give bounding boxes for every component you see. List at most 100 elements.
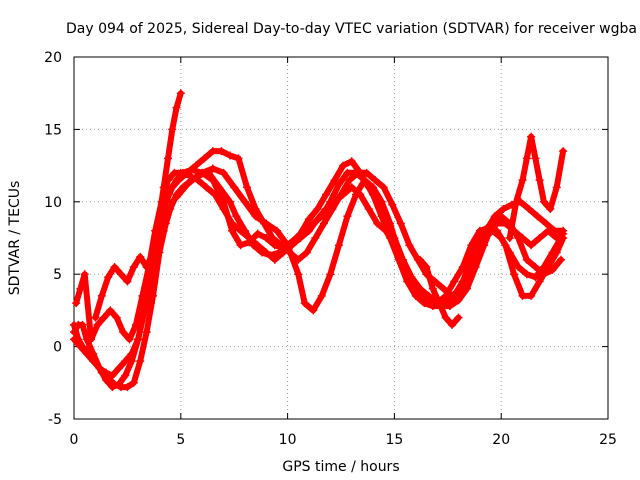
data-point-plus-marker xyxy=(277,241,286,250)
data-point-plus-marker xyxy=(142,328,151,337)
data-point-plus-marker xyxy=(108,383,117,392)
data-point-plus-marker xyxy=(262,248,271,257)
data-point-plus-marker xyxy=(522,154,531,163)
data-point-plus-marker xyxy=(110,262,119,271)
data-point-plus-marker xyxy=(544,262,553,271)
data-point-plus-marker xyxy=(354,168,363,177)
data-point-plus-marker xyxy=(87,335,96,344)
data-point-plus-marker xyxy=(217,147,226,156)
data-point-plus-marker xyxy=(512,197,521,206)
data-point-plus-marker xyxy=(228,226,237,235)
x-tick-label: 10 xyxy=(279,432,297,448)
plot-frame xyxy=(73,56,609,420)
data-point-plus-marker xyxy=(343,168,352,177)
data-point-plus-marker xyxy=(151,255,160,264)
data-point-plus-marker xyxy=(127,357,136,366)
y-tick-label: 0 xyxy=(53,340,62,356)
data-point-plus-marker xyxy=(416,284,425,293)
data-point-plus-marker xyxy=(253,229,262,238)
data-point-plus-marker xyxy=(552,234,561,242)
data-point-plus-marker xyxy=(505,234,514,242)
data-point-plus-marker xyxy=(557,255,566,264)
data-point-plus-marker xyxy=(91,313,100,322)
x-tick-label: 15 xyxy=(385,432,403,448)
data-point-plus-marker xyxy=(542,219,551,228)
data-point-plus-marker xyxy=(93,320,102,329)
x-tick-label: 20 xyxy=(492,432,510,448)
data-point-plus-marker xyxy=(108,371,117,380)
data-point-plus-marker xyxy=(381,212,390,221)
data-point-plus-marker xyxy=(330,176,339,185)
x-tick-label: 25 xyxy=(599,432,617,448)
data-point-plus-marker xyxy=(230,183,239,192)
data-point-plus-marker xyxy=(159,183,168,192)
data-point-plus-marker xyxy=(268,234,277,242)
data-point-plus-marker xyxy=(114,380,123,389)
data-point-plus-marker xyxy=(219,168,228,177)
data-point-plus-marker xyxy=(112,313,121,322)
data-point-plus-marker xyxy=(70,335,78,344)
data-point-plus-marker xyxy=(371,176,380,185)
data-point-plus-marker xyxy=(390,234,399,242)
data-point-plus-marker xyxy=(518,291,527,300)
data-point-plus-marker xyxy=(424,291,433,300)
data-point-plus-marker xyxy=(300,299,309,308)
data-point-plus-marker xyxy=(78,320,87,329)
data-point-plus-marker xyxy=(416,291,425,300)
data-point-plus-marker xyxy=(326,270,335,279)
data-point-plus-marker xyxy=(337,190,345,199)
tick-layer: 0 5 10 15 20 25 -5 0 5 10 15 20 xyxy=(44,50,617,448)
data-point-plus-marker xyxy=(535,176,544,185)
data-point-plus-marker xyxy=(398,255,407,264)
data-point-plus-marker xyxy=(129,262,138,271)
data-point-plus-marker xyxy=(510,270,519,279)
data-point-plus-marker xyxy=(473,248,482,257)
data-point-plus-marker xyxy=(550,226,559,235)
data-point-plus-marker xyxy=(535,277,544,286)
data-point-plus-marker xyxy=(490,212,499,221)
data-point-plus-marker xyxy=(339,161,348,170)
data-point-plus-marker xyxy=(322,190,331,199)
data-point-plus-marker xyxy=(535,234,544,242)
data-point-plus-marker xyxy=(448,320,457,329)
data-point-plus-marker xyxy=(334,241,343,250)
data-point-plus-marker xyxy=(456,284,465,293)
data-point-plus-marker xyxy=(253,241,262,250)
data-point-plus-marker xyxy=(76,284,85,293)
data-point-plus-marker xyxy=(123,383,132,392)
data-point-plus-marker xyxy=(422,262,431,271)
data-point-plus-marker xyxy=(373,197,382,206)
data-point-plus-marker xyxy=(531,154,540,163)
data-point-plus-marker xyxy=(356,190,365,199)
y-tick-label: 20 xyxy=(44,50,62,66)
data-point-plus-marker xyxy=(379,183,388,192)
data-point-plus-marker xyxy=(121,371,130,380)
data-point-plus-marker xyxy=(518,176,527,185)
data-point-plus-marker xyxy=(441,313,450,322)
data-point-plus-marker xyxy=(106,306,115,315)
data-point-plus-marker xyxy=(343,212,352,221)
y-tick-label: 15 xyxy=(44,122,62,138)
data-point-plus-marker xyxy=(198,168,207,177)
data-point-plus-marker xyxy=(296,229,305,238)
data-point-plus-marker xyxy=(559,147,568,156)
data-point-plus-marker xyxy=(309,306,318,315)
data-point-plus-marker xyxy=(499,205,508,214)
data-point-plus-marker xyxy=(492,226,501,235)
data-point-plus-marker xyxy=(302,248,311,257)
data-point-plus-marker xyxy=(70,328,78,337)
data-point-plus-marker xyxy=(465,270,474,279)
data-point-plus-marker xyxy=(501,219,510,228)
data-point-plus-marker xyxy=(89,349,98,358)
data-point-plus-marker xyxy=(454,313,463,322)
data-point-plus-marker xyxy=(482,226,491,235)
data-point-plus-marker xyxy=(405,241,414,250)
chart-title: Day 094 of 2025, Sidereal Day-to-day VTE… xyxy=(66,21,637,37)
data-point-plus-marker xyxy=(210,190,219,199)
data-point-plus-marker xyxy=(362,168,371,177)
series-track-f xyxy=(146,89,568,329)
data-point-plus-marker xyxy=(191,161,200,170)
data-point-plus-marker xyxy=(533,212,542,221)
data-point-plus-marker xyxy=(80,270,89,279)
data-point-plus-marker xyxy=(522,255,531,264)
